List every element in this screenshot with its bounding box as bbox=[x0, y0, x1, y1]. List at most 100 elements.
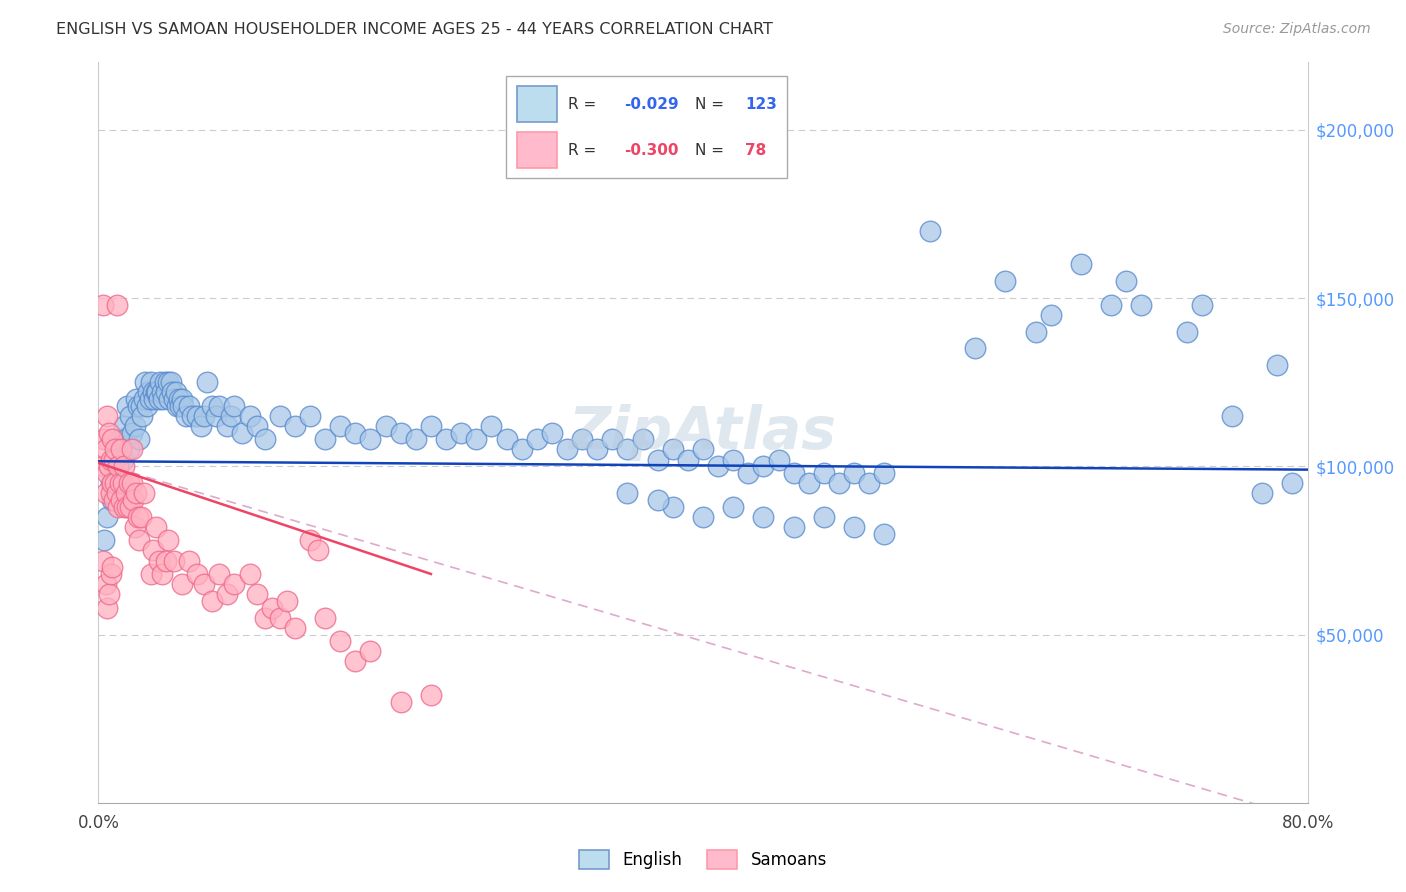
Point bbox=[994, 274, 1017, 288]
Point bbox=[96, 600, 118, 615]
Point bbox=[108, 476, 131, 491]
Point bbox=[965, 342, 987, 356]
Point bbox=[495, 433, 517, 447]
Point bbox=[465, 433, 488, 447]
Point bbox=[100, 476, 122, 491]
Text: 123: 123 bbox=[745, 96, 778, 112]
Point bbox=[163, 553, 186, 567]
Point bbox=[112, 418, 135, 433]
Point bbox=[103, 459, 125, 474]
Point bbox=[170, 392, 193, 406]
Point bbox=[360, 644, 382, 658]
Point bbox=[299, 409, 322, 423]
Point bbox=[1251, 486, 1274, 500]
Point bbox=[858, 476, 880, 491]
Point bbox=[153, 375, 176, 389]
Point bbox=[193, 409, 215, 423]
Point bbox=[208, 566, 231, 581]
Text: Source: ZipAtlas.com: Source: ZipAtlas.com bbox=[1223, 22, 1371, 37]
Point bbox=[1115, 274, 1137, 288]
Point bbox=[1130, 298, 1153, 312]
Point bbox=[127, 399, 149, 413]
Bar bbox=[517, 87, 557, 122]
Point bbox=[299, 533, 322, 548]
Point bbox=[360, 433, 382, 447]
Point bbox=[1175, 325, 1198, 339]
Point bbox=[98, 459, 121, 474]
Point bbox=[555, 442, 578, 457]
Point bbox=[329, 418, 352, 433]
Point bbox=[128, 533, 150, 548]
Point bbox=[100, 452, 122, 467]
Point bbox=[450, 425, 472, 440]
Point bbox=[101, 476, 124, 491]
Point bbox=[146, 385, 169, 400]
Point bbox=[96, 466, 118, 480]
Point bbox=[98, 425, 121, 440]
Point bbox=[405, 433, 427, 447]
Point bbox=[134, 375, 156, 389]
Point bbox=[631, 433, 654, 447]
Point bbox=[145, 520, 167, 534]
Point bbox=[148, 392, 170, 406]
Text: -0.300: -0.300 bbox=[624, 143, 679, 158]
Point bbox=[1099, 298, 1122, 312]
Point bbox=[111, 476, 134, 491]
Point bbox=[136, 385, 159, 400]
Point bbox=[201, 399, 224, 413]
Point bbox=[768, 452, 790, 467]
Point bbox=[121, 425, 143, 440]
Text: ZipAtlas: ZipAtlas bbox=[569, 404, 837, 461]
Point bbox=[186, 566, 208, 581]
Point bbox=[231, 425, 253, 440]
Point bbox=[129, 399, 152, 413]
Point bbox=[115, 399, 138, 413]
Point bbox=[510, 442, 533, 457]
Text: -0.029: -0.029 bbox=[624, 96, 679, 112]
Point bbox=[420, 688, 443, 702]
Point bbox=[616, 486, 638, 500]
Point bbox=[120, 500, 142, 514]
Point bbox=[284, 621, 307, 635]
Point bbox=[374, 418, 396, 433]
Point bbox=[110, 442, 132, 457]
Point bbox=[110, 476, 132, 491]
Point bbox=[1191, 298, 1213, 312]
Text: R =: R = bbox=[568, 143, 602, 158]
Point bbox=[103, 492, 125, 507]
Point bbox=[150, 385, 173, 400]
Point bbox=[114, 486, 136, 500]
Point bbox=[873, 466, 896, 480]
Point bbox=[124, 418, 146, 433]
Point bbox=[221, 409, 243, 423]
Point bbox=[215, 418, 238, 433]
Point bbox=[152, 392, 174, 406]
Point bbox=[125, 392, 148, 406]
Point bbox=[307, 543, 329, 558]
Point bbox=[647, 452, 669, 467]
Point bbox=[166, 399, 188, 413]
Point bbox=[276, 594, 298, 608]
Point bbox=[813, 466, 835, 480]
Point bbox=[148, 553, 170, 567]
Point bbox=[170, 577, 193, 591]
Point bbox=[135, 399, 157, 413]
Point bbox=[141, 566, 163, 581]
Text: N =: N = bbox=[695, 96, 728, 112]
Point bbox=[149, 375, 172, 389]
Point bbox=[101, 492, 124, 507]
Point bbox=[253, 610, 276, 624]
Point bbox=[121, 442, 143, 457]
Point bbox=[165, 385, 187, 400]
Point bbox=[91, 459, 114, 474]
Point bbox=[246, 418, 269, 433]
Point bbox=[1281, 476, 1303, 491]
Point bbox=[142, 543, 165, 558]
Point bbox=[828, 476, 851, 491]
Point bbox=[752, 509, 775, 524]
Point bbox=[1070, 257, 1092, 271]
Point bbox=[127, 509, 149, 524]
Point bbox=[93, 433, 115, 447]
Point bbox=[118, 442, 141, 457]
Point bbox=[262, 600, 284, 615]
